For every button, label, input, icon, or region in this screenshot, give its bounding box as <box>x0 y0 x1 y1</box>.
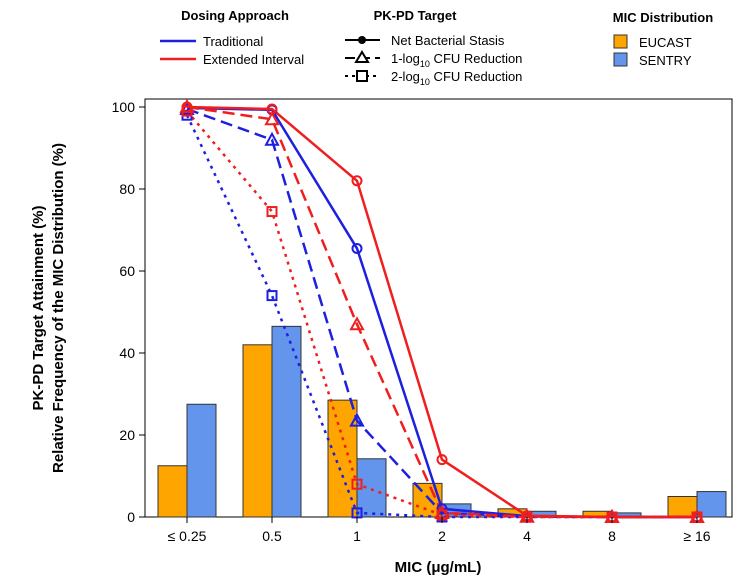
bar-sentry-0 <box>186 403 217 518</box>
legend-target-title: PK-PD Target <box>374 8 457 23</box>
legend-label-1log: 1-log10 CFU Reduction <box>391 51 522 69</box>
y-tick-label-3: 60 <box>119 263 135 279</box>
y-tick-label-5: 100 <box>112 99 136 115</box>
legend-mic: MIC Distribution EUCAST SENTRY <box>613 10 713 68</box>
legend-swatch-sentry <box>613 52 628 67</box>
marker-4-2 <box>349 316 365 331</box>
marker-3-3 <box>436 454 448 466</box>
y-tick-label-0: 0 <box>127 509 135 525</box>
legend-label-stasis: Net Bacterial Stasis <box>391 33 505 48</box>
marker-4-1 <box>264 111 280 126</box>
x-tick-label-4: 4 <box>523 528 531 544</box>
x-tick-label-6: ≥ 16 <box>683 528 710 544</box>
legend-dosing-title: Dosing Approach <box>181 8 289 23</box>
x-tick-label-2: 1 <box>353 528 361 544</box>
y-axis-title-line1: PK-PD Target Attainment (%) <box>30 205 47 410</box>
x-tick-label-5: 8 <box>608 528 616 544</box>
marker-5-1 <box>266 206 278 218</box>
x-axis-title: MIC (μg/mL) <box>395 559 482 576</box>
x-tick-label-3: 2 <box>438 528 446 544</box>
plot-area <box>144 98 733 518</box>
legend-label-extended: Extended Interval <box>203 52 304 67</box>
marker-1-2 <box>349 412 365 427</box>
y-axis-title-line2: Relative Frequency of the MIC Distributi… <box>50 143 67 473</box>
y-tick-label-2: 40 <box>119 345 135 361</box>
x-axis: ≤ 0.25 0.5 1 2 4 8 ≥ 16 <box>168 517 711 544</box>
marker-1-1 <box>264 131 280 146</box>
marker-5-2 <box>351 478 363 490</box>
bar-sentry-1 <box>271 325 302 518</box>
x-tick-label-1: 0.5 <box>262 528 282 544</box>
legend-label-eucast: EUCAST <box>639 35 692 50</box>
y-axis: 0 20 40 60 80 100 <box>112 99 145 525</box>
x-tick-label-0: ≤ 0.25 <box>168 528 207 544</box>
legend-target: PK-PD Target Net Bacterial Stasis 1-log1… <box>345 8 522 87</box>
legend-marker-stasis <box>358 36 366 44</box>
marker-5-0 <box>181 105 193 117</box>
marker-3-2 <box>351 175 363 187</box>
legend-marker-2log <box>356 70 368 82</box>
legend-label-traditional: Traditional <box>203 34 263 49</box>
bar-eucast-0 <box>157 465 188 518</box>
marker-2-1 <box>266 290 278 302</box>
y-tick-label-1: 20 <box>119 427 135 443</box>
bars-layer <box>157 325 727 518</box>
legend-dosing: Dosing Approach Traditional Extended Int… <box>160 8 304 67</box>
marker-0-2 <box>351 242 363 254</box>
legend-label-sentry: SENTRY <box>639 53 692 68</box>
legend-mic-title: MIC Distribution <box>613 10 713 25</box>
legend-swatch-eucast <box>613 34 628 49</box>
y-tick-label-4: 80 <box>119 181 135 197</box>
legend-label-2log: 2-log10 CFU Reduction <box>391 69 522 87</box>
legend-marker-1log <box>354 50 370 63</box>
bar-eucast-1 <box>242 344 273 518</box>
